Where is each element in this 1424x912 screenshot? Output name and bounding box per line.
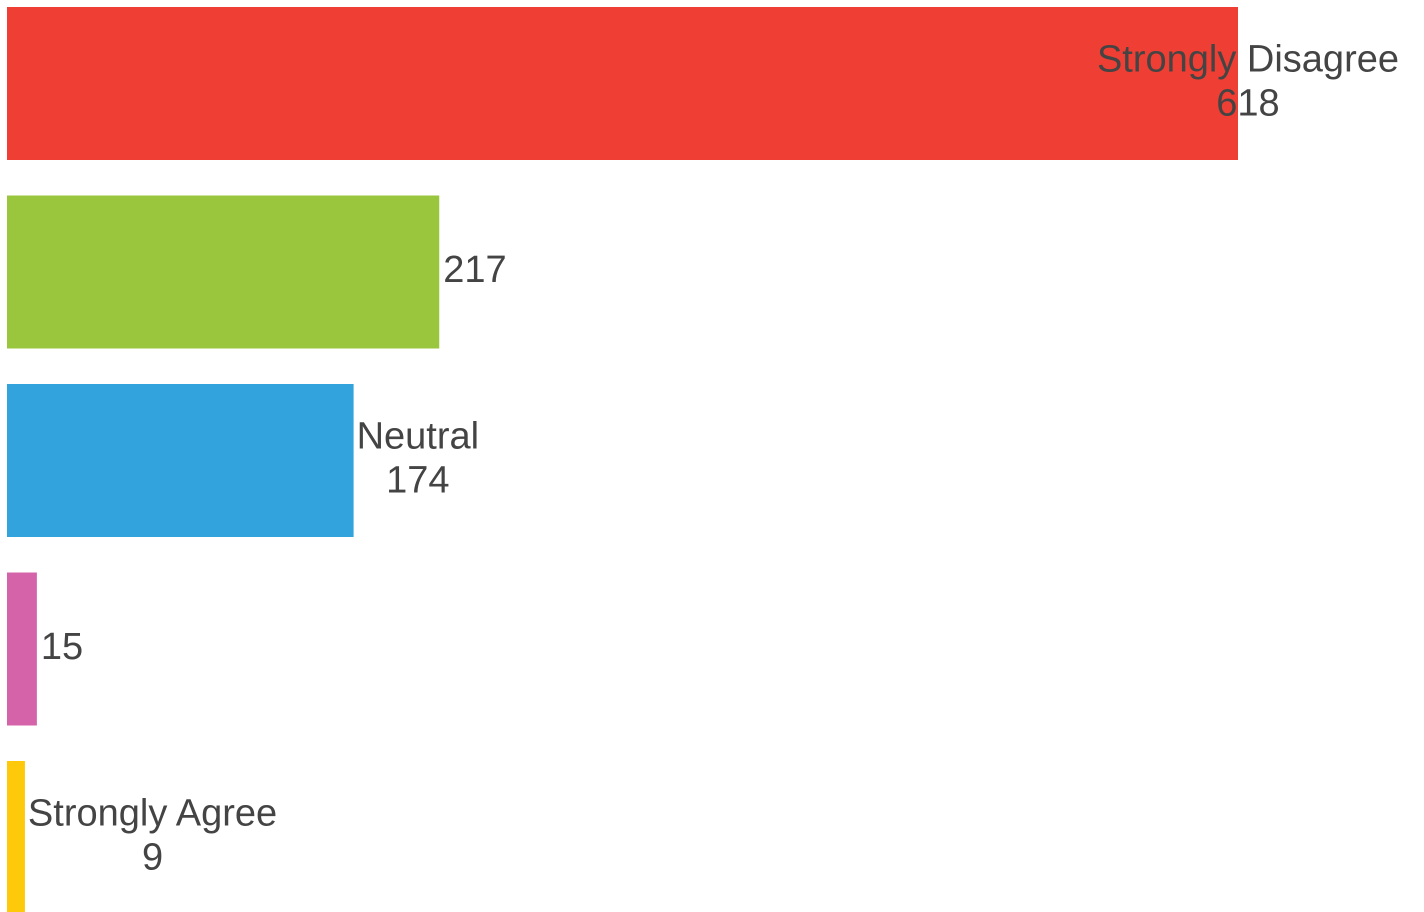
bar [7, 572, 37, 726]
bar-value-label: 174 [386, 460, 449, 502]
bar-value-label: 217 [443, 249, 506, 291]
bar-value-label: 15 [41, 626, 83, 668]
bar [7, 761, 25, 912]
bar-value-label: 618 [1216, 83, 1279, 125]
bar-category-label: Strongly Disagree [1097, 39, 1399, 81]
bar [7, 195, 440, 349]
bar-value-label: 9 [142, 837, 163, 879]
bar [7, 384, 354, 537]
bar-category-label: Neutral [357, 416, 480, 458]
bar [7, 7, 1238, 160]
bar-category-label: Strongly Agree [28, 793, 277, 835]
